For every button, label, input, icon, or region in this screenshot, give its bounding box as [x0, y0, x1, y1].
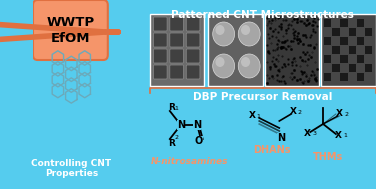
Text: DHANs: DHANs: [253, 145, 291, 155]
Bar: [324, 37, 331, 45]
Text: 1: 1: [343, 133, 347, 138]
FancyBboxPatch shape: [170, 49, 183, 63]
Text: 2: 2: [297, 110, 302, 115]
Bar: [208, 14, 263, 86]
Text: Controlling CNT
Properties: Controlling CNT Properties: [31, 159, 111, 178]
Text: 3: 3: [312, 131, 316, 136]
Bar: [321, 14, 376, 86]
Bar: [357, 73, 364, 81]
Bar: [324, 55, 331, 63]
Circle shape: [241, 57, 250, 67]
FancyBboxPatch shape: [153, 33, 167, 47]
Bar: [332, 28, 340, 36]
FancyBboxPatch shape: [186, 65, 200, 79]
Bar: [324, 19, 331, 27]
Text: THMs: THMs: [312, 152, 343, 162]
FancyBboxPatch shape: [186, 49, 200, 63]
Text: 2: 2: [344, 112, 348, 117]
Bar: [365, 64, 372, 72]
Text: 2: 2: [174, 135, 178, 140]
Circle shape: [213, 22, 235, 46]
FancyBboxPatch shape: [186, 17, 200, 31]
Bar: [357, 55, 364, 63]
Circle shape: [238, 54, 260, 78]
Bar: [365, 28, 372, 36]
Text: N: N: [177, 120, 185, 130]
Bar: [332, 64, 340, 72]
Bar: [365, 46, 372, 54]
Text: X: X: [335, 132, 342, 140]
Text: Patterned CNT Microstructures: Patterned CNT Microstructures: [171, 10, 354, 20]
Text: N: N: [277, 133, 285, 143]
Bar: [340, 19, 348, 27]
Text: O: O: [195, 136, 203, 146]
Bar: [324, 73, 331, 81]
FancyBboxPatch shape: [153, 17, 167, 31]
Bar: [349, 46, 356, 54]
Text: X: X: [304, 129, 311, 139]
Text: N-nitrosamines: N-nitrosamines: [151, 157, 229, 166]
FancyBboxPatch shape: [170, 17, 183, 31]
Bar: [150, 14, 205, 86]
FancyBboxPatch shape: [170, 33, 183, 47]
Circle shape: [215, 25, 224, 35]
Bar: [340, 37, 348, 45]
Text: DBP Precursor Removal: DBP Precursor Removal: [193, 92, 332, 102]
Text: R: R: [168, 139, 175, 147]
Text: 1: 1: [174, 106, 178, 111]
Circle shape: [241, 25, 250, 35]
Circle shape: [213, 54, 235, 78]
FancyBboxPatch shape: [153, 49, 167, 63]
Bar: [357, 19, 364, 27]
Text: N: N: [193, 120, 201, 130]
Bar: [340, 55, 348, 63]
Bar: [357, 37, 364, 45]
Text: R: R: [168, 104, 175, 112]
Text: X: X: [290, 108, 297, 116]
Text: X: X: [249, 112, 255, 121]
Text: WWTP
EfOM: WWTP EfOM: [46, 15, 94, 44]
Circle shape: [215, 57, 224, 67]
FancyBboxPatch shape: [170, 65, 183, 79]
FancyBboxPatch shape: [33, 0, 108, 60]
Circle shape: [238, 22, 260, 46]
Text: 1: 1: [256, 114, 260, 119]
Bar: [340, 73, 348, 81]
FancyBboxPatch shape: [153, 65, 167, 79]
Text: X: X: [336, 109, 343, 119]
Bar: [332, 46, 340, 54]
Bar: [265, 14, 320, 86]
FancyBboxPatch shape: [186, 33, 200, 47]
Bar: [349, 64, 356, 72]
Bar: [349, 28, 356, 36]
